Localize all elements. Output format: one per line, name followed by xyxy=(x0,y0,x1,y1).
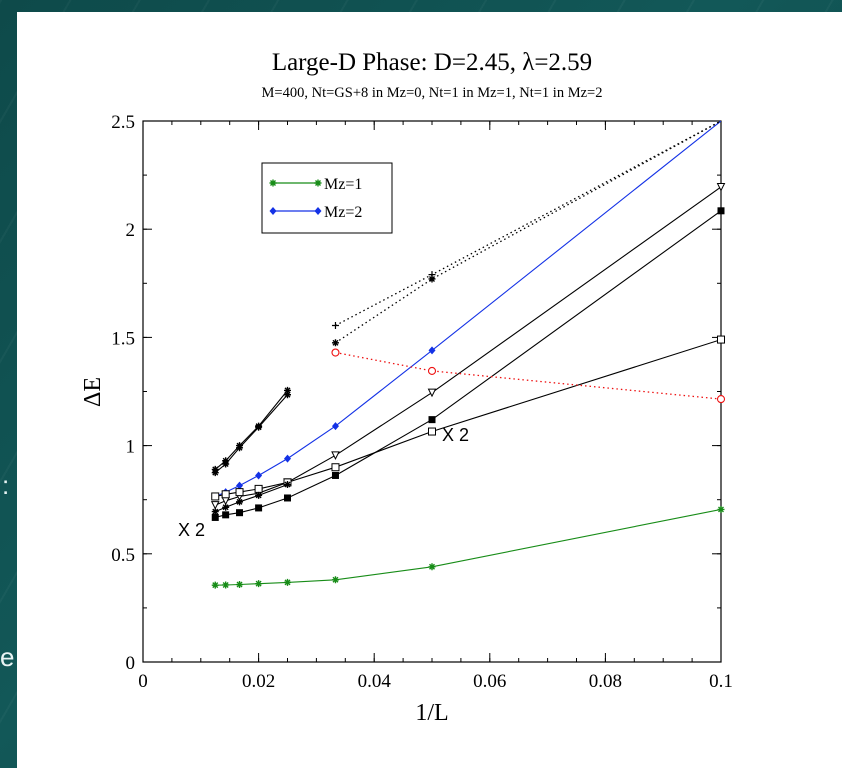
data-point xyxy=(428,427,436,436)
data-point xyxy=(314,179,322,187)
series-line xyxy=(215,186,721,506)
series-line xyxy=(335,121,721,344)
x-tick-label: 0.08 xyxy=(589,671,622,692)
data-point xyxy=(236,581,244,589)
data-point xyxy=(236,481,244,490)
data-point xyxy=(717,207,725,215)
legend-label: Mz=2 xyxy=(324,204,362,221)
y-tick-label: 1 xyxy=(126,437,136,458)
chart-title: Large-D Phase: D=2.45, λ=2.59 xyxy=(272,49,592,76)
data-point xyxy=(284,494,291,502)
y-axis-label: ΔE xyxy=(80,377,106,407)
data-point xyxy=(222,581,230,589)
data-point xyxy=(255,471,263,480)
legend-label: Mz=1 xyxy=(324,176,362,193)
x-axis-label: 1/L xyxy=(415,700,448,726)
data-point xyxy=(211,469,219,477)
series-0 xyxy=(211,505,725,589)
legend: Mz=1 Mz=2 xyxy=(261,162,393,234)
data-point xyxy=(221,496,230,506)
data-point xyxy=(428,346,436,355)
data-point xyxy=(428,275,436,283)
data-point xyxy=(269,207,277,215)
annotation-x2: X 2 xyxy=(178,520,205,540)
data-point xyxy=(222,460,230,468)
y-tick-label: 1.5 xyxy=(111,328,135,349)
data-point xyxy=(716,395,726,404)
data-point xyxy=(255,580,263,588)
data-point xyxy=(284,454,291,463)
slide-edge-text: : xyxy=(2,470,10,500)
data-point xyxy=(235,488,244,497)
annotation-x2: X 2 xyxy=(442,425,469,445)
series-7 xyxy=(211,207,725,521)
x-tick-label: 0 xyxy=(138,671,148,692)
data-point xyxy=(255,504,263,512)
data-point xyxy=(427,388,437,398)
x-tick-label: 0.04 xyxy=(358,671,392,692)
series-3 xyxy=(211,391,291,477)
data-point xyxy=(331,339,339,347)
data-point xyxy=(211,581,219,589)
y-tick-label: 2.5 xyxy=(111,112,135,133)
x-tick-label: 0.1 xyxy=(709,671,733,692)
data-point xyxy=(331,348,340,357)
series-line xyxy=(215,339,721,498)
data-point xyxy=(716,183,726,192)
series-10 xyxy=(331,348,726,404)
chart-subtitle: M=400, Nt=GS+8 in Mz=0, Nt=1 in Mz=1, Nt… xyxy=(262,85,603,101)
data-point xyxy=(331,422,339,431)
data-point xyxy=(221,490,230,499)
series-5 xyxy=(211,335,725,501)
data-point xyxy=(331,321,339,329)
data-point xyxy=(331,576,339,584)
series-9 xyxy=(331,121,721,347)
series-layer xyxy=(210,121,726,589)
x-tick-label: 0.02 xyxy=(242,671,275,692)
data-point xyxy=(236,444,244,452)
data-point xyxy=(236,498,244,506)
data-point xyxy=(222,503,230,511)
data-point xyxy=(314,207,322,215)
data-point xyxy=(210,501,220,510)
series-line xyxy=(335,121,721,327)
data-point xyxy=(717,505,725,513)
data-point xyxy=(222,511,230,519)
data-point xyxy=(331,463,340,472)
data-point xyxy=(255,423,263,431)
y-tick-label: 2 xyxy=(126,220,136,241)
data-point xyxy=(284,391,291,399)
slide-edge-text: e xyxy=(0,642,15,672)
series-line xyxy=(335,351,721,400)
data-point xyxy=(284,386,291,394)
x-tick-label: 0.06 xyxy=(473,671,506,692)
data-point xyxy=(428,563,436,571)
legend-box xyxy=(261,162,393,234)
data-point xyxy=(269,179,277,187)
data-point xyxy=(284,578,291,586)
data-point xyxy=(255,491,263,499)
y-tick-label: 0 xyxy=(126,653,136,674)
series-6 xyxy=(211,481,291,516)
data-point xyxy=(331,451,340,460)
y-tick-label: 0.5 xyxy=(111,545,135,566)
data-point xyxy=(331,471,339,479)
data-point xyxy=(254,484,263,493)
axis-ticks: 0 0.02 0.04 0.06 0.08 0.1 0 0.5 1 1.5 2 2.5 xyxy=(111,112,733,692)
data-point xyxy=(284,481,291,489)
data-point xyxy=(211,508,219,516)
data-point xyxy=(428,416,436,424)
data-point xyxy=(427,366,437,375)
series-8 xyxy=(331,121,721,329)
series-2 xyxy=(211,386,291,473)
data-point xyxy=(236,509,244,517)
data-point xyxy=(211,513,219,521)
data-point xyxy=(717,335,725,344)
data-point xyxy=(211,492,220,501)
series-line xyxy=(215,508,721,586)
